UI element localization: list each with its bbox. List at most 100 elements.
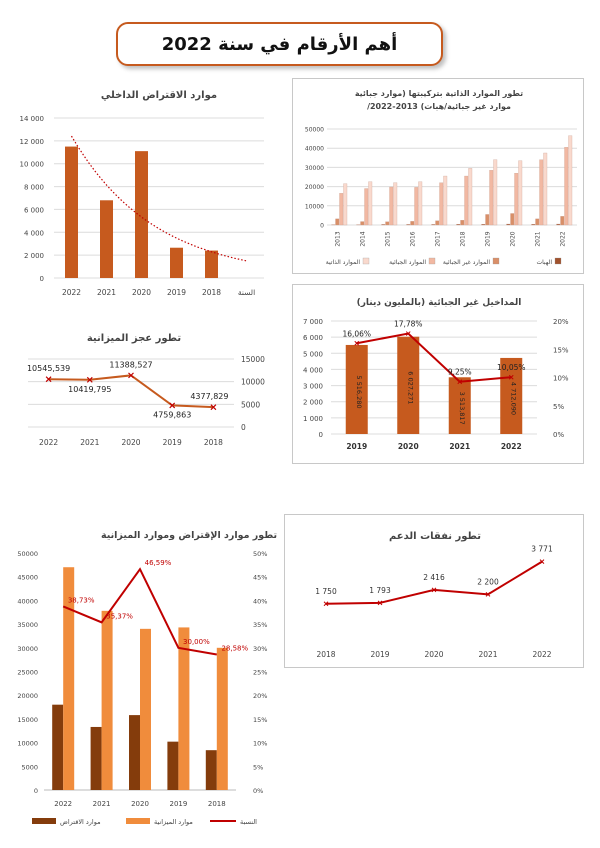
bar-value-label: 5 516,280: [355, 375, 363, 408]
bar: [381, 224, 386, 226]
bar: [468, 168, 473, 226]
bar: [345, 344, 368, 434]
y-tick-label: 0: [40, 275, 44, 283]
series-line: [325, 560, 543, 605]
point-marker: [405, 331, 411, 336]
bar: [435, 220, 440, 226]
bar: [100, 200, 113, 278]
y-tick-label: 20000: [305, 184, 324, 191]
bar: [418, 181, 423, 226]
y2-tick-label: 15%: [253, 716, 267, 724]
x-tick-label: 2019: [169, 800, 187, 808]
y2-tick-label: 40%: [253, 597, 267, 605]
bar: [101, 610, 113, 790]
x-tick-label: 2018: [460, 231, 467, 246]
x-tick-label: 2019: [485, 231, 492, 246]
x-tick-label: 2019: [370, 650, 389, 659]
bar: [460, 220, 465, 226]
y-tick-label: 3 000: [303, 383, 323, 391]
x-tick-label: 2018: [208, 800, 226, 808]
data-label: 2 416: [423, 573, 445, 582]
bar: [564, 147, 569, 226]
bar: [543, 152, 548, 226]
x-axis-label: السنة: [238, 288, 255, 297]
y2-tick-label: 15%: [553, 346, 569, 354]
bar: [485, 214, 490, 226]
bar: [556, 223, 561, 226]
x-tick-label: 2021: [80, 438, 99, 447]
bar: [448, 377, 471, 434]
bar: [339, 193, 344, 226]
x-tick-label: 2021: [93, 800, 111, 808]
x-tick-label: 2020: [398, 442, 419, 451]
legend-label: الموارد غير الجبائية: [443, 259, 490, 266]
point-marker: [508, 374, 514, 380]
chart-title: المداخيل غير الجبائية (بالمليون دينار): [357, 298, 522, 308]
x-tick-label: 2020: [121, 438, 140, 447]
ratio-line: [356, 332, 512, 383]
data-label: 3 771: [531, 545, 553, 554]
data-label: 1 750: [315, 587, 337, 596]
y2-tick-label: 45%: [253, 574, 267, 582]
data-label: 11388,527: [109, 360, 152, 369]
chart-title: تطور موارد الإقتراض وموارد الميزانية: [101, 530, 277, 541]
ratio-label: 28,58%: [221, 645, 248, 653]
bar: [493, 159, 498, 226]
internal-loans-chart: موارد الاقتراض الداخلي 0 2 000 4 000 6 000 8 …: [14, 80, 282, 305]
legend-label: النسبة: [240, 818, 257, 826]
y-tick-label: 6 000: [24, 206, 44, 214]
y-tick-label: 4 000: [303, 366, 323, 374]
bar: [431, 224, 436, 226]
bar: [368, 181, 373, 226]
data-label: 2 200: [477, 577, 499, 586]
ratio-label: 17,78%: [394, 320, 423, 329]
x-tick-label: 2013: [335, 231, 342, 246]
point-marker: [377, 600, 383, 606]
y-tick-label: 50000: [17, 550, 38, 558]
y-tick-label: 2 000: [24, 252, 44, 260]
y-tick-label: 15000: [17, 716, 38, 724]
point-marker: [128, 372, 134, 379]
x-tick-label: 2020: [132, 288, 151, 297]
bar: [135, 151, 148, 278]
y2-tick-label: 25%: [253, 669, 267, 677]
legend-label: الموارد الجبائية: [389, 259, 426, 266]
bar-value-label: 6 027,271: [406, 371, 414, 404]
point-marker: [485, 592, 491, 597]
bar: [443, 175, 448, 226]
x-tick-label: 2022: [501, 442, 522, 451]
legend-swatch: [554, 257, 562, 265]
bar: [506, 223, 511, 226]
trend-line: [70, 135, 247, 262]
ratio-label: 10,05%: [497, 363, 526, 372]
bar: [464, 175, 469, 226]
y-tick-label: 2 000: [303, 399, 323, 407]
bar: [439, 182, 444, 226]
ratio-line: [62, 567, 217, 656]
bar: [343, 183, 348, 226]
y-tick-label: 45000: [17, 574, 38, 582]
legend-label: الهبات: [536, 259, 552, 266]
bar: [360, 221, 365, 226]
x-tick-label: 2022: [39, 438, 58, 447]
y-tick-label: 12 000: [20, 138, 45, 146]
bar: [393, 182, 398, 226]
y-tick-label: 30000: [305, 165, 324, 172]
ratio-label: 35,37%: [106, 612, 133, 620]
ratio-label: 16,06%: [342, 329, 371, 338]
y-tick-label: 0: [320, 223, 324, 230]
y-tick-label: 35000: [17, 621, 38, 629]
point-marker: [539, 559, 545, 564]
y-tick-label: 8 000: [24, 184, 44, 192]
bar: [535, 218, 540, 226]
x-tick-label: 2022: [62, 288, 81, 297]
x-tick-label: 2020: [131, 800, 149, 808]
ratio-label: 46,59%: [145, 559, 172, 567]
y-tick-label: 30000: [17, 645, 38, 653]
legend-label: موارد الاقتراض: [60, 818, 101, 826]
point-marker: [354, 340, 360, 346]
bar: [489, 170, 494, 226]
x-tick-label: 2021: [449, 442, 470, 451]
bar: [410, 221, 415, 226]
bar-value-label: 4 712,090: [509, 382, 517, 415]
